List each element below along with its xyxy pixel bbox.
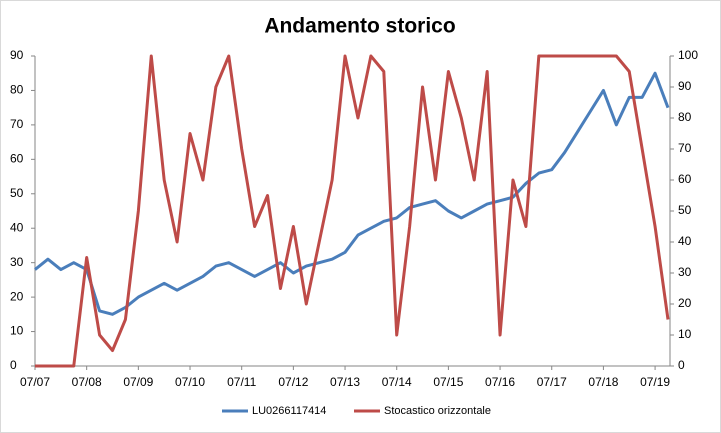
y-tick-label: 10: [10, 324, 24, 338]
x-tick-label: 07/14: [382, 375, 412, 389]
legend-label: LU0266117414: [252, 405, 326, 417]
x-tick-label: 07/08: [72, 375, 102, 389]
y2-tick-label: 90: [678, 79, 692, 93]
y2-tick-label: 70: [678, 141, 692, 155]
y2-tick-label: 60: [678, 172, 692, 186]
y-tick-label: 70: [10, 117, 24, 131]
y2-tick-label: 10: [678, 327, 692, 341]
y2-tick-label: 50: [678, 203, 692, 217]
y2-tick-label: 0: [678, 358, 685, 372]
y-tick-label: 30: [10, 255, 24, 269]
y-tick-label: 40: [10, 220, 24, 234]
legend-label: Stocastico orizzontale: [384, 405, 491, 417]
x-tick-label: 07/07: [20, 375, 50, 389]
y2-tick-label: 20: [678, 296, 692, 310]
y-tick-label: 90: [10, 48, 24, 62]
y2-tick-label: 30: [678, 265, 692, 279]
y2-tick-label: 40: [678, 234, 692, 248]
x-tick-label: 07/19: [640, 375, 670, 389]
x-tick-label: 07/15: [433, 375, 463, 389]
x-tick-label: 07/12: [278, 375, 308, 389]
y-tick-label: 60: [10, 152, 24, 166]
x-tick-label: 07/11: [227, 375, 256, 389]
chart-title: Andamento storico: [264, 15, 455, 38]
x-tick-label: 07/18: [588, 375, 618, 389]
y-tick-label: 20: [10, 289, 24, 303]
series-line: [34, 71, 670, 316]
y2-tick-label: 100: [678, 48, 698, 62]
series-line: [35, 54, 670, 368]
x-tick-label: 07/09: [123, 375, 153, 389]
y-tick-label: 0: [10, 358, 17, 372]
x-tick-label: 07/17: [537, 375, 567, 389]
x-tick-label: 07/10: [175, 375, 205, 389]
y-tick-label: 80: [10, 83, 24, 97]
x-tick-label: 07/16: [485, 375, 515, 389]
y2-tick-label: 80: [678, 110, 692, 124]
x-tick-label: 07/13: [330, 375, 360, 389]
y-tick-label: 50: [10, 186, 24, 200]
